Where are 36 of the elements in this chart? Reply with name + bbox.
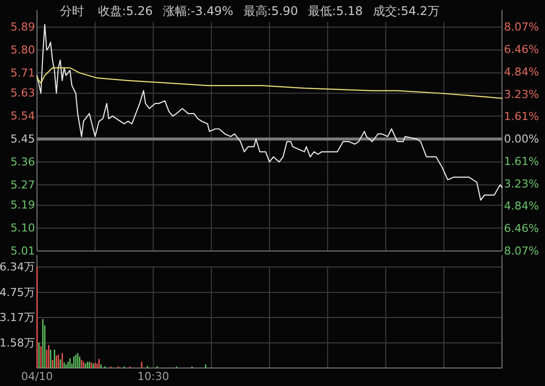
y-tick-label: 6.34万: [0, 260, 35, 274]
y2-tick-label: 6.46%: [504, 222, 539, 236]
text: 收盘:5.26: [98, 4, 153, 18]
y2-tick-label: 1.61%: [504, 110, 539, 124]
x-tick-label: 04/10: [21, 370, 53, 383]
y-tick-label: 5.01: [10, 244, 35, 258]
y2-tick-label: 1.61%: [504, 154, 539, 168]
y-tick-label: 5.45: [10, 132, 35, 146]
y-tick-label: 5.10: [10, 222, 35, 235]
y-tick-label: 5.54: [10, 110, 35, 123]
y2-tick-label: 4.84%: [504, 200, 539, 213]
y-tick-label: 5.89: [10, 20, 35, 34]
text: 涨幅:-3.49%: [162, 4, 234, 18]
y-tick-label: 5.80: [10, 43, 35, 56]
chart-title: 分时: [60, 4, 84, 18]
y2-tick-label: 3.23%: [504, 177, 539, 190]
text: 最高:5.90: [243, 4, 298, 18]
y-tick-label: 1.58万: [0, 336, 35, 350]
line-series: [36, 67, 503, 99]
y2-tick-label: 8.07%: [504, 244, 539, 258]
y-tick-label: 4.75万: [0, 286, 35, 299]
text: 成交:54.2万: [372, 4, 440, 18]
x-tick-label: 10:30: [137, 370, 170, 383]
y2-tick-label: 0.00%: [504, 132, 539, 146]
y-tick-label: 5.63: [10, 86, 35, 100]
y-tick-label: 5.71: [10, 66, 35, 80]
y-tick-label: 5.19: [10, 198, 35, 212]
y2-tick-label: 3.23%: [504, 88, 539, 101]
text: 最低:5.18: [308, 4, 363, 18]
y-tick-label: 5.36: [10, 155, 35, 168]
y2-tick-label: 4.84%: [504, 65, 539, 78]
y2-tick-label: 6.46%: [504, 42, 539, 56]
y2-tick-label: 8.07%: [504, 20, 539, 34]
y-tick-label: 3.17万: [0, 311, 35, 324]
y-tick-label: 5.27: [10, 178, 35, 192]
line-series: [36, 24, 503, 201]
